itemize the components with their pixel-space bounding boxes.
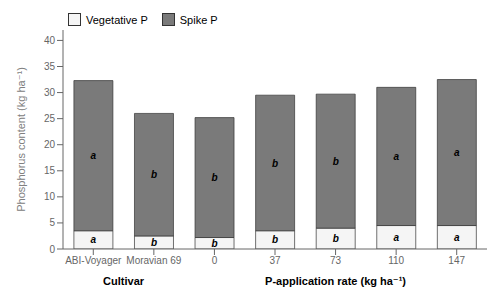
svg-text:73: 73 — [330, 255, 342, 266]
svg-text:a: a — [393, 232, 399, 243]
svg-text:a: a — [454, 232, 460, 243]
svg-text:25: 25 — [44, 113, 56, 124]
svg-text:30: 30 — [44, 87, 56, 98]
svg-text:b: b — [151, 237, 157, 248]
svg-text:b: b — [151, 169, 157, 180]
svg-text:5: 5 — [49, 217, 55, 228]
svg-text:a: a — [91, 150, 97, 161]
svg-text:b: b — [333, 233, 339, 244]
svg-text:a: a — [393, 151, 399, 162]
html-text:Cultivar: Cultivar — [103, 275, 144, 287]
svg-text:Phosphorus content (kg ha⁻¹): Phosphorus content (kg ha⁻¹) — [15, 67, 27, 212]
svg-text:0: 0 — [49, 244, 55, 255]
svg-text:b: b — [333, 156, 339, 167]
svg-text:110: 110 — [388, 255, 404, 266]
svg-text:b: b — [211, 238, 217, 249]
svg-text:b: b — [272, 158, 278, 169]
svg-text:147: 147 — [448, 255, 465, 266]
html-text:P-application rate (kg ha⁻¹): P-application rate (kg ha⁻¹) — [265, 275, 406, 287]
svg-text:b: b — [272, 234, 278, 245]
svg-text:a: a — [454, 147, 460, 158]
html-text:Vegetative P: Vegetative P — [86, 13, 148, 26]
svg-text:Moravian 69: Moravian 69 — [126, 255, 181, 266]
html-text:Spike P: Spike P — [179, 13, 218, 26]
svg-text:37: 37 — [269, 255, 281, 266]
svg-text:20: 20 — [44, 139, 56, 150]
svg-text:0: 0 — [212, 255, 218, 266]
svg-text:10: 10 — [44, 191, 56, 202]
svg-text:ABI-Voyager: ABI-Voyager — [65, 255, 122, 266]
svg-text:15: 15 — [44, 165, 56, 176]
svg-text:a: a — [91, 234, 97, 245]
svg-text:40: 40 — [44, 35, 56, 46]
svg-text:35: 35 — [44, 61, 56, 72]
svg-text:b: b — [211, 172, 217, 183]
